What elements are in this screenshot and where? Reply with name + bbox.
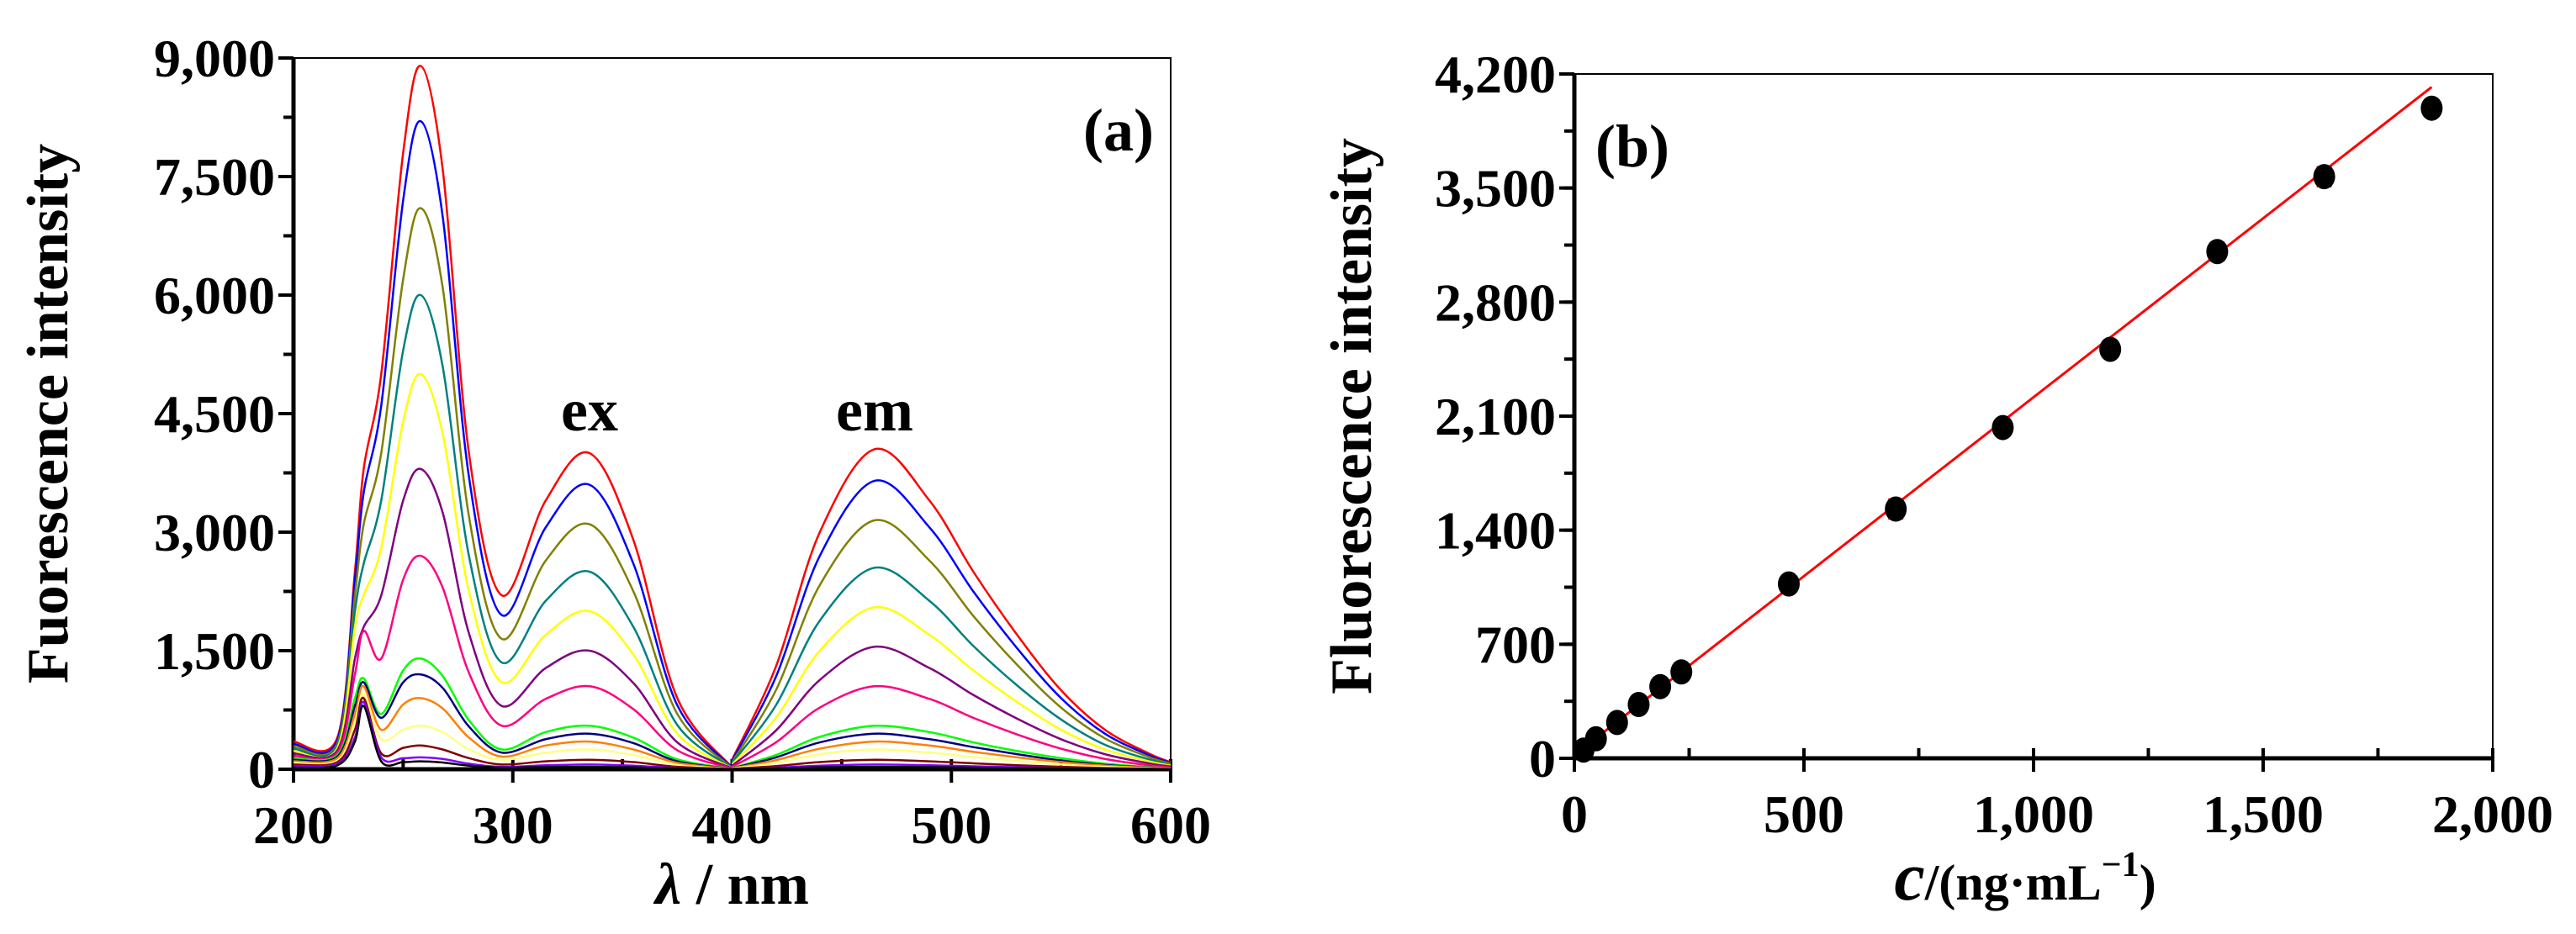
x-tick-label: 200 <box>253 795 334 855</box>
y-tick-label: 2,800 <box>1435 272 1556 332</box>
panel-label: (a) <box>1083 97 1154 164</box>
y-tick-label: 9,000 <box>154 29 275 88</box>
x-axis-unit-close: ) <box>2140 855 2156 910</box>
data-point <box>2099 336 2122 362</box>
y-axis-title: Fuorescence intensity <box>16 144 81 683</box>
panel-label: (b) <box>1595 113 1669 180</box>
x-tick-label: 500 <box>911 795 992 855</box>
excitation-spectrum-line <box>293 293 733 769</box>
emission-spectrum-line <box>732 765 1172 771</box>
y-tick-label: 6,000 <box>154 266 275 325</box>
emission-spectrum-line <box>731 519 1172 765</box>
emission-spectrum-line <box>731 645 1172 768</box>
x-tick-label: 300 <box>473 795 553 855</box>
y-tick-label: 3,000 <box>154 503 275 562</box>
x-axis-title: λ / nm <box>653 852 809 917</box>
y-tick-label: 1,500 <box>154 621 275 681</box>
excitation-spectrum-line <box>293 207 733 769</box>
x-tick-label: 500 <box>1764 784 1844 844</box>
excitation-spectrum-line <box>293 554 733 770</box>
x-axis-title: c/(ng·mL−1) <box>1894 838 2155 915</box>
y-tick-label: 4,200 <box>1435 45 1556 104</box>
emission-spectrum-line <box>731 566 1172 767</box>
panel-a: 200 300 400 500 600 0 1,500 3,000 4,500 6,000 7,50… <box>16 29 1211 917</box>
peak-annotation-ex: ex <box>561 377 618 444</box>
y-axis-title: Fluorescence intensity <box>1320 138 1384 694</box>
excitation-spectrum-line <box>293 684 733 770</box>
y-tick-label: 0 <box>1529 729 1556 789</box>
emission-spectrum-line <box>731 479 1172 764</box>
plot-frame <box>1574 73 2494 759</box>
data-point <box>1584 726 1607 752</box>
excitation-spectrum-line <box>293 65 733 768</box>
data-point <box>2420 95 2443 121</box>
y-tick-label: 0 <box>248 740 275 799</box>
excitation-spectrum-line <box>293 673 733 770</box>
y-tick-label: 1,400 <box>1435 501 1556 561</box>
data-point <box>1885 496 1907 522</box>
y-tick-label: 7,500 <box>154 147 275 207</box>
data-point <box>1649 673 1672 699</box>
x-axis-unit-exponent: −1 <box>2102 846 2140 884</box>
data-point <box>1605 710 1628 736</box>
x-axis-symbol: λ <box>653 852 681 917</box>
x-tick-label: 400 <box>692 795 773 855</box>
emission-spectrum-line <box>731 605 1172 767</box>
peak-annotation-em: em <box>836 377 913 444</box>
emission-spectrum-line <box>731 684 1172 768</box>
data-point <box>1777 571 1800 597</box>
x-tick-label: 600 <box>1130 795 1211 855</box>
excitation-spectrum-line <box>293 657 733 770</box>
excitation-spectrum-line <box>293 704 733 771</box>
y-tick-label: 2,100 <box>1435 387 1556 446</box>
x-tick-label: 1,000 <box>1973 784 2094 844</box>
excitation-spectrum-line <box>293 467 733 770</box>
excitation-spectrum-line <box>293 693 733 770</box>
x-tick-label: 2,000 <box>2432 784 2553 844</box>
data-point <box>1627 692 1650 718</box>
emission-spectrum-line <box>731 447 1172 763</box>
panel-b: 0 500 1,000 1,500 2,000 0 700 1,400 2,100 2,800 3,… <box>1320 45 2553 915</box>
excitation-spectrum-line <box>293 119 733 768</box>
data-point <box>2313 164 2335 190</box>
data-point <box>1670 659 1693 685</box>
x-axis-symbol: c <box>1894 838 1924 915</box>
data-point <box>2206 239 2229 265</box>
y-tick-label: 700 <box>1475 615 1556 674</box>
x-tick-label: 1,500 <box>2203 784 2324 844</box>
x-axis-unit: /(ng·mL <box>1924 855 2102 910</box>
data-point <box>1992 414 2014 441</box>
y-tick-label: 3,500 <box>1435 159 1556 219</box>
x-tick-label: 0 <box>1561 784 1588 844</box>
y-tick-label: 4,500 <box>154 384 275 444</box>
x-axis-unit: / nm <box>681 852 809 917</box>
excitation-spectrum-line <box>293 372 733 770</box>
